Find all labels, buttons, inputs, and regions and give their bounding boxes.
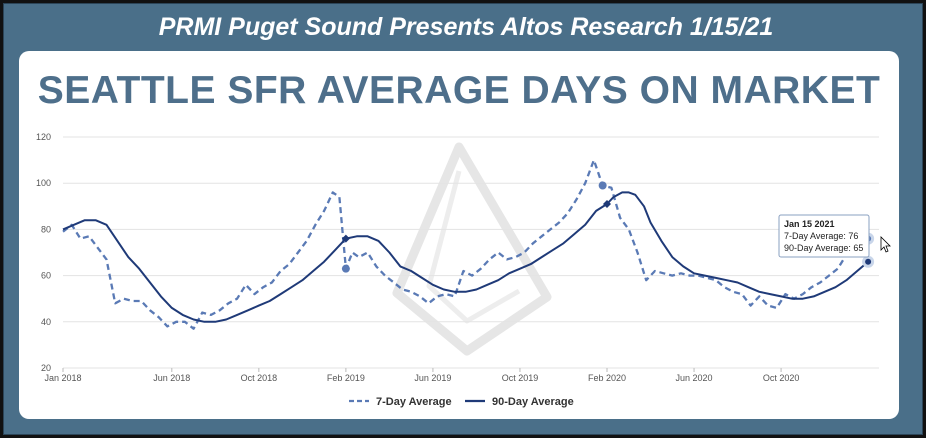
header-title: PRMI Puget Sound Presents Altos Research… bbox=[158, 13, 774, 41]
x-tick-label: Jun 2020 bbox=[676, 373, 713, 383]
x-tick-label: Feb 2020 bbox=[588, 373, 626, 383]
x-tick-label: Jun 2019 bbox=[414, 373, 451, 383]
watermark-logo-inner bbox=[426, 170, 521, 324]
series-90day-point bbox=[865, 258, 872, 265]
tooltip-box bbox=[778, 214, 870, 258]
y-tick-label: 120 bbox=[36, 132, 51, 142]
series-7day-line bbox=[62, 158, 870, 330]
y-tick-label: 100 bbox=[36, 178, 51, 188]
x-tick-label: Jun 2018 bbox=[153, 373, 190, 383]
x-tick-label: Jan 2018 bbox=[44, 373, 81, 383]
y-tick-label: 80 bbox=[41, 224, 51, 234]
legend-7day-label: 7-Day Average bbox=[376, 396, 452, 408]
legend-90day-label: 90-Day Average bbox=[492, 396, 574, 408]
tooltip-date: Jan 15 2021 bbox=[784, 219, 835, 229]
x-tick-label: Oct 2020 bbox=[763, 373, 800, 383]
cursor-icon bbox=[880, 236, 891, 253]
x-tick-label: Feb 2019 bbox=[327, 373, 365, 383]
series-90day-line bbox=[62, 191, 869, 323]
series-90day-point bbox=[603, 199, 611, 208]
y-tick-label: 40 bbox=[41, 317, 51, 327]
y-tick-label: 60 bbox=[41, 271, 51, 281]
series-90day-point bbox=[341, 234, 350, 243]
tooltip-90day: 90-Day Average: 65 bbox=[784, 243, 863, 253]
y-tick-label: 20 bbox=[41, 363, 51, 373]
x-tick-label: Oct 2019 bbox=[502, 373, 539, 383]
chart-svg: 20 40 60 80 100 120 Jan 2018 Jun 2018 Oct 2018 Fe… bbox=[36, 132, 891, 408]
watermark-logo bbox=[392, 142, 552, 356]
chart-title: SEATTLE SFR AVERAGE DAYS ON MARKET bbox=[37, 69, 881, 112]
chart-card: SEATTLE SFR AVERAGE DAYS ON MARKET 20 40 6… bbox=[19, 51, 899, 419]
x-tick-label: Oct 2018 bbox=[241, 373, 278, 383]
tooltip-7day: 7-Day Average: 76 bbox=[784, 231, 858, 241]
series-7day-point bbox=[341, 264, 350, 273]
series-7day-point bbox=[598, 181, 607, 190]
